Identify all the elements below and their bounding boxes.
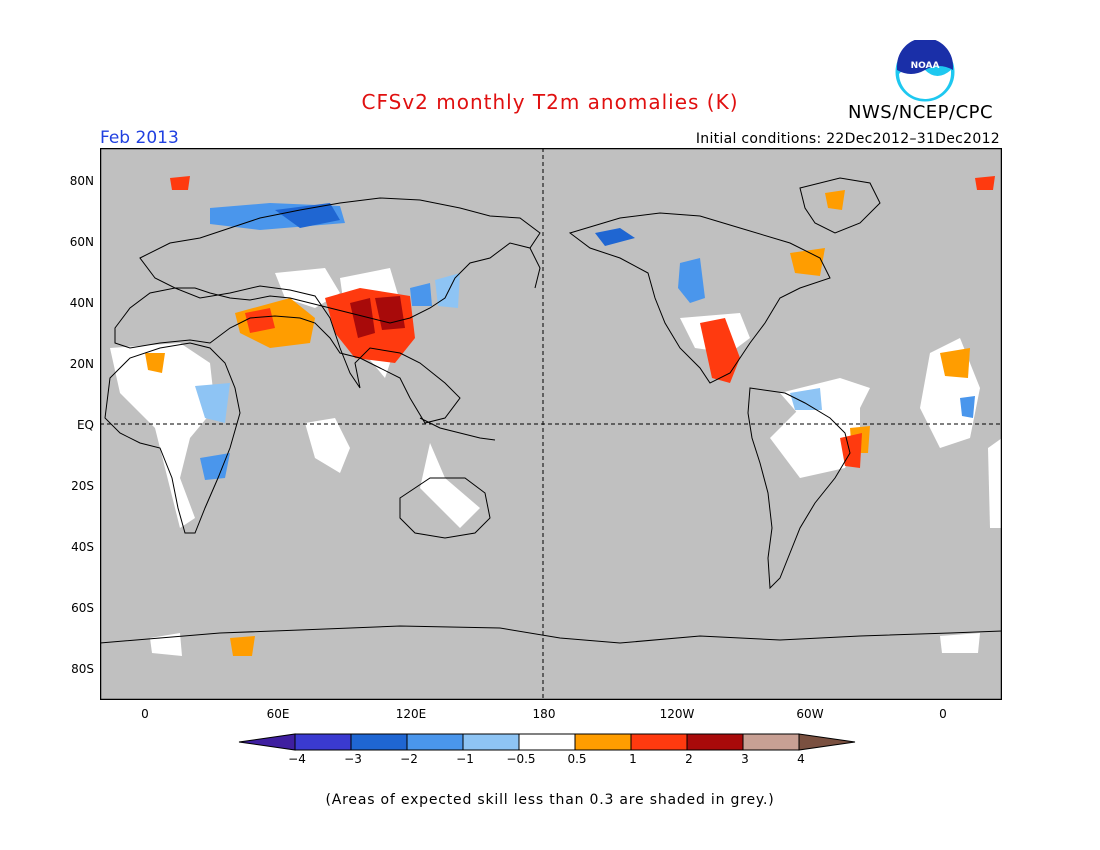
colorbar-segment bbox=[406, 733, 464, 751]
colorbar-label: 0.5 bbox=[567, 752, 587, 766]
lon-label: 0 bbox=[141, 707, 149, 721]
lat-label: 20N bbox=[69, 357, 94, 371]
colorbar-segment bbox=[686, 733, 744, 751]
anomaly-map bbox=[100, 148, 1002, 700]
lat-label: 80N bbox=[69, 174, 94, 188]
colorbar bbox=[238, 733, 856, 751]
initial-conditions: Initial conditions: 22Dec2012–31Dec2012 bbox=[695, 131, 1000, 147]
map-title: CFSv2 monthly T2m anomalies (K) bbox=[361, 90, 739, 114]
lon-label: 120E bbox=[395, 707, 427, 721]
svg-text:NOAA: NOAA bbox=[911, 61, 940, 71]
skill-footnote: (Areas of expected skill less than 0.3 a… bbox=[325, 792, 775, 808]
lon-label: 120W bbox=[659, 707, 695, 721]
lat-label: 40N bbox=[69, 296, 94, 310]
colorbar-label: 1 bbox=[629, 752, 637, 766]
lat-label: 20S bbox=[71, 479, 94, 493]
colorbar-label: −4 bbox=[288, 752, 306, 766]
colorbar-label: −1 bbox=[456, 752, 474, 766]
lat-label: EQ bbox=[76, 418, 94, 432]
lat-label: 40S bbox=[71, 540, 94, 554]
colorbar-segment bbox=[742, 733, 800, 751]
colorbar-label: 4 bbox=[797, 752, 805, 766]
forecast-month: Feb 2013 bbox=[100, 128, 179, 148]
lat-label: 60S bbox=[71, 601, 94, 615]
colorbar-extend-low bbox=[238, 733, 296, 751]
colorbar-label: −3 bbox=[344, 752, 362, 766]
colorbar-segment bbox=[462, 733, 520, 751]
anomaly-minus-half bbox=[195, 273, 822, 423]
colorbar-segment bbox=[350, 733, 408, 751]
lon-label: 180 bbox=[532, 707, 556, 721]
colorbar-segment bbox=[574, 733, 632, 751]
colorbar-extend-high bbox=[798, 733, 856, 751]
anomaly-minus-two bbox=[275, 203, 635, 246]
lon-label: 60W bbox=[796, 707, 824, 721]
map-frame bbox=[100, 148, 1002, 700]
lat-label: 60N bbox=[69, 235, 94, 249]
lat-label: 80S bbox=[71, 662, 94, 676]
lon-label: 60E bbox=[266, 707, 290, 721]
anomaly-plus-half bbox=[145, 190, 970, 656]
coastlines bbox=[100, 177, 1002, 644]
colorbar-label: 2 bbox=[685, 752, 693, 766]
colorbar-segment bbox=[630, 733, 688, 751]
colorbar-label: 3 bbox=[741, 752, 749, 766]
colorbar-segment bbox=[294, 733, 352, 751]
colorbar-segment bbox=[518, 733, 576, 751]
noaa-logo: NOAA bbox=[894, 40, 956, 103]
agency-label: NWS/NCEP/CPC bbox=[848, 102, 994, 123]
lon-label: 0 bbox=[939, 707, 947, 721]
colorbar-label: −2 bbox=[400, 752, 418, 766]
colorbar-label: −0.5 bbox=[506, 752, 536, 766]
